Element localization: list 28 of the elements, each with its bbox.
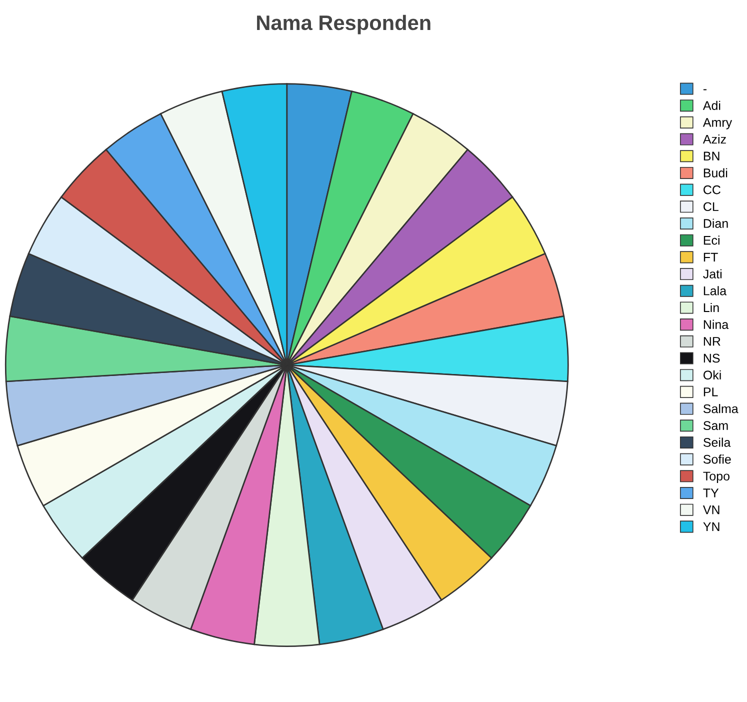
legend-label: Sofie: [703, 454, 731, 464]
legend-label: FT: [704, 252, 718, 262]
chart-title: Nama Responden: [257, 14, 430, 34]
legend-label: NS: [704, 354, 720, 363]
legend-label: CC: [704, 185, 720, 194]
legend-label: YN: [703, 522, 720, 531]
legend-label: CL: [704, 202, 718, 212]
legend-label: Salma: [703, 404, 738, 414]
legend-label: Nina: [704, 320, 729, 329]
legend-label: Lala: [704, 286, 727, 296]
legend-label: Sam: [703, 421, 728, 430]
legend-label: NR: [704, 337, 720, 346]
legend-label: VN: [702, 506, 720, 514]
legend-label: Aziz: [702, 134, 726, 144]
legend-label: Adi: [702, 100, 720, 110]
legend-label: BN: [704, 152, 720, 160]
legend-label: Topo: [703, 472, 730, 484]
legend-label: Dian: [704, 218, 728, 228]
legend-label: Seila: [703, 438, 731, 447]
legend-label: Jati: [703, 269, 722, 278]
legend-label: Budi: [704, 168, 728, 178]
legend-label: TY: [703, 488, 719, 498]
legend-label: Eci: [704, 236, 720, 245]
legend-label: -: [703, 89, 707, 90]
legend-label: Amry: [702, 118, 732, 130]
legend-label: PL: [704, 388, 718, 396]
legend-label: Lin: [704, 302, 719, 312]
legend-label: Oki: [704, 370, 721, 380]
